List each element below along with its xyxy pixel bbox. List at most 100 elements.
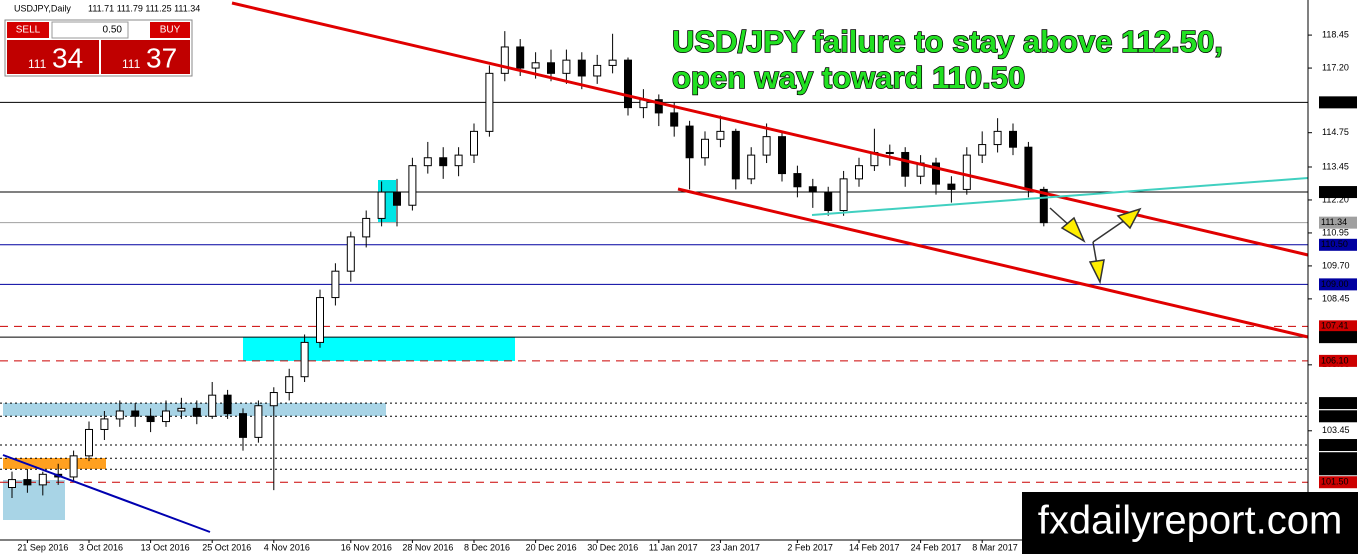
x-tick-label: 8 Mar 2017 [972, 542, 1018, 552]
candle-body [516, 46, 525, 69]
candle-body [115, 410, 124, 420]
x-tick-label: 2 Feb 2017 [787, 542, 833, 552]
candle-body [685, 125, 694, 159]
candle-body [485, 72, 494, 132]
candle-body [932, 162, 940, 185]
candle-body [593, 64, 602, 77]
level-label: 111.34 [1321, 217, 1347, 227]
candle-body [808, 186, 817, 193]
x-tick-label: 23 Jan 2017 [710, 542, 760, 552]
x-tick-label: 20 Dec 2016 [526, 542, 577, 552]
candle-body [824, 191, 833, 212]
candle-body [608, 59, 617, 66]
y-tick-label: 112.20 [1322, 194, 1349, 204]
level-label: 110.50 [1321, 239, 1348, 249]
watermark: fxdailyreport.com [1038, 499, 1343, 543]
lot-input[interactable] [51, 21, 129, 39]
candle-body [269, 392, 278, 407]
candle-body [162, 410, 170, 423]
level-label-box [1319, 354, 1357, 367]
trendline [677, 187, 1309, 339]
x-tick-label: 13 Oct 2016 [141, 542, 190, 552]
candle-body [762, 136, 771, 156]
candle-body [38, 473, 47, 486]
level-label-box [1319, 186, 1357, 199]
buy-big: 111 [122, 57, 141, 71]
candle-body [747, 154, 756, 180]
arrows [1049, 207, 1142, 285]
candle-body [1039, 188, 1048, 224]
sell-big: 111 [28, 57, 47, 71]
level-label-box [1319, 476, 1357, 489]
sell-button[interactable] [7, 22, 49, 38]
candle-body [947, 183, 956, 190]
candle-body [547, 62, 555, 74]
candle-body [146, 415, 155, 423]
buy-label: BUY [160, 25, 181, 36]
candle-body [254, 405, 263, 438]
annotation: open way toward 110.50 [672, 60, 1025, 95]
candle-body [654, 99, 663, 114]
x-tick-label: 14 Feb 2017 [849, 542, 900, 552]
candle-body [962, 154, 971, 190]
candle-body [454, 154, 463, 167]
level-label: 106.10 [1321, 355, 1349, 365]
candle-body [1009, 130, 1017, 148]
level-label: 107.41 [1321, 321, 1349, 331]
level-label-box [1319, 463, 1357, 476]
x-tick-label: 3 Oct 2016 [79, 542, 123, 552]
candle-body [423, 157, 432, 167]
candle-body [69, 455, 78, 478]
level-label: 102.41 [1321, 453, 1349, 463]
candle-body [500, 46, 509, 74]
level-label: 115.90 [1321, 97, 1348, 107]
candle-body [285, 376, 294, 394]
candle-body [393, 191, 401, 206]
candle-body [470, 130, 478, 156]
candle-body [855, 165, 863, 180]
level-label-box [1319, 96, 1357, 109]
candle-body [562, 59, 571, 74]
candle-body [331, 270, 340, 299]
candle-body [100, 418, 109, 430]
x-tick-label: 8 Dec 2016 [464, 542, 510, 552]
candle-body [701, 138, 709, 159]
level-label: 112.50 [1321, 186, 1348, 196]
candle-body [208, 394, 217, 417]
trendline [811, 177, 1309, 216]
ohlc: 111.71 111.79 111.25 111.34 [88, 3, 200, 13]
candle-body [793, 173, 802, 188]
trade-panel: SELL 0.50 BUY 111 34 111 37 [4, 19, 193, 77]
candle-body [223, 394, 232, 415]
trendline [2, 454, 211, 533]
level-label: 101.50 [1321, 477, 1349, 487]
sell-label: SELL [16, 25, 41, 36]
buy-price-box[interactable] [101, 40, 190, 74]
x-tick-label: 4 Nov 2016 [264, 542, 310, 552]
watermark-box [1022, 492, 1358, 554]
level-label: 104.50 [1321, 397, 1349, 407]
candle-body [839, 178, 848, 212]
candle-body [192, 407, 201, 417]
candle-body [1024, 146, 1033, 190]
candle-body [8, 479, 16, 489]
x-tick-label: 25 Oct 2016 [202, 542, 251, 552]
level-label: 107.00 [1321, 332, 1349, 342]
candle-body [362, 217, 371, 238]
candle-body [716, 130, 725, 140]
candle-body [993, 130, 1002, 146]
level-label: 101.99 [1321, 464, 1349, 474]
buy-button[interactable] [150, 22, 190, 38]
x-tick-label: 28 Nov 2016 [402, 542, 453, 552]
x-tick-label: 21 Sep 2016 [17, 542, 68, 552]
candle-body [239, 413, 247, 438]
buy-small: 37 [146, 42, 177, 73]
level-label-box [1319, 238, 1357, 251]
y-tick-label: 110.95 [1322, 227, 1349, 237]
candle-body [377, 191, 386, 219]
lot: 0.50 [103, 25, 123, 36]
level-label-box [1319, 452, 1357, 465]
level-label-box [1319, 410, 1357, 423]
sell-price-box[interactable] [7, 40, 99, 74]
